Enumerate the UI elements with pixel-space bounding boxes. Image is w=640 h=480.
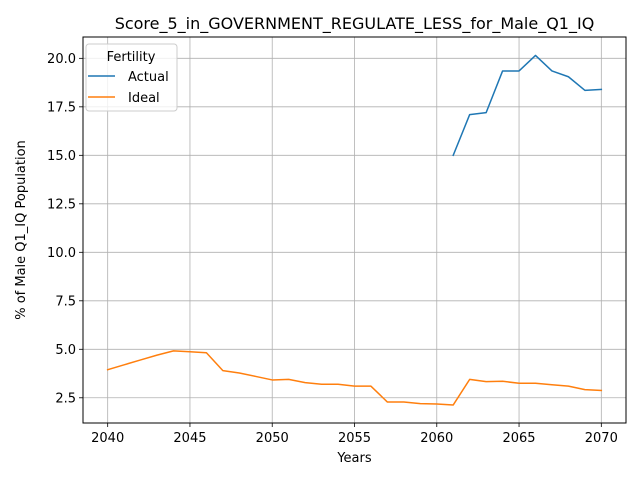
y-tick-label: 15.0 [47,149,76,164]
y-tick-label: 7.5 [55,294,76,309]
x-axis-ticks: 2040 2045 2050 2055 2060 2065 2070 [91,423,618,446]
x-tick-label: 2040 [91,431,124,446]
y-tick-label: 5.0 [55,343,76,358]
series-line-ideal [106,350,603,406]
series-line-actual [452,54,603,157]
legend-title: Fertility [107,50,156,65]
y-tick-label: 12.5 [47,197,76,212]
plot-lines [106,54,603,406]
y-tick-label: 17.5 [47,100,76,115]
y-tick-label: 2.5 [55,391,76,406]
x-tick-label: 2045 [173,431,206,446]
x-tick-label: 2060 [420,431,453,446]
y-axis-ticks: 2.5 5.0 7.5 10.0 12.5 15.0 17.5 20.0 [47,52,83,406]
y-axis-label: % of Male Q1_IQ Population [14,140,29,320]
chart-title: Score_5_in_GOVERNMENT_REGULATE_LESS_for_… [115,14,595,34]
y-tick-label: 10.0 [47,246,76,261]
x-tick-label: 2055 [338,431,371,446]
grid [83,37,626,423]
legend-label-ideal: Ideal [128,91,160,106]
legend-box [85,43,178,112]
y-tick-label: 20.0 [47,52,76,67]
x-tick-label: 2065 [502,431,535,446]
x-tick-label: 2050 [256,431,289,446]
x-tick-label: 2070 [585,431,618,446]
legend: Fertility Actual Ideal [85,43,178,112]
legend-label-actual: Actual [128,70,169,85]
x-axis-label: Years [336,451,372,466]
